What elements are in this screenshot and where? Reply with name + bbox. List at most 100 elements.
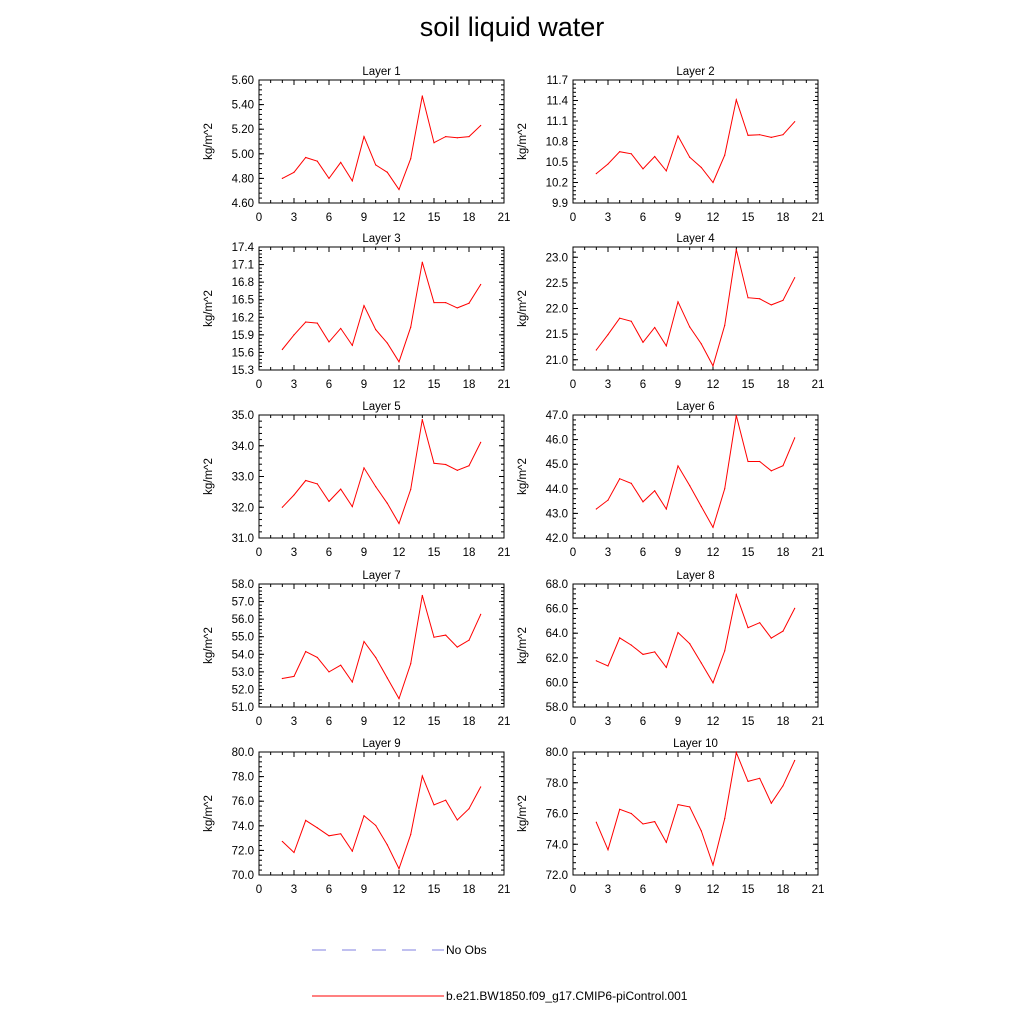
data-point (700, 505, 702, 508)
x-tick-label: 21 (498, 884, 511, 896)
data-point (456, 469, 458, 471)
y-tick-label: 11.1 (546, 116, 568, 128)
x-tick-label: 3 (291, 884, 297, 896)
data-point (677, 135, 679, 137)
x-tick-label: 21 (812, 212, 825, 224)
data-point (677, 803, 679, 806)
data-point (654, 155, 656, 158)
y-tick-label: 58.0 (546, 702, 568, 714)
x-tick-label: 21 (812, 547, 825, 559)
data-point (293, 494, 295, 496)
data-point (782, 630, 784, 632)
data-point (386, 342, 388, 344)
data-point (305, 479, 307, 482)
data-point (340, 488, 342, 490)
data-point (398, 522, 400, 525)
y-tick-label: 80.0 (232, 747, 254, 759)
data-point (770, 802, 772, 804)
y-tick-label: 4.80 (232, 173, 254, 185)
y-axis-label: kg/m^2 (517, 458, 529, 495)
y-tick-label: 15.6 (232, 347, 254, 359)
data-point (654, 490, 656, 492)
data-point (421, 419, 423, 421)
x-tick-label: 9 (361, 547, 367, 559)
legend-model-line (312, 995, 444, 997)
y-tick-label: 62.0 (546, 653, 568, 665)
panel-title: Layer 1 (362, 66, 400, 78)
data-point (735, 414, 737, 417)
panel-4: Layer 4 kg/m^2 0 3 6 9 12 15 18 21 21.0 21.5 22.0 22.… (517, 233, 824, 391)
data-point (363, 815, 365, 817)
x-tick-label: 18 (777, 716, 790, 728)
y-tick-label: 35.0 (232, 410, 254, 422)
data-point (456, 646, 458, 648)
data-point (456, 137, 458, 139)
x-tick-label: 0 (256, 212, 262, 224)
data-point (480, 124, 482, 127)
data-point (724, 154, 726, 156)
data-point (700, 662, 702, 664)
data-point (351, 681, 353, 683)
series-line (281, 774, 482, 871)
panel-10: Layer 10 kg/m^2 0 3 6 9 12 15 18 21 72.0 74.0 76.0 78… (517, 738, 824, 896)
panel-title: Layer 8 (676, 570, 714, 582)
data-point (794, 277, 796, 279)
y-axis-label: kg/m^2 (203, 795, 215, 832)
x-tick-label: 6 (326, 884, 332, 896)
x-tick-label: 9 (361, 379, 367, 391)
data-point (305, 819, 307, 821)
x-tick-label: 21 (498, 212, 511, 224)
y-tick-label: 16.5 (232, 295, 254, 307)
y-axis-label: kg/m^2 (517, 290, 529, 327)
data-point (654, 651, 656, 653)
data-point (445, 634, 447, 636)
x-tick-label: 15 (742, 716, 755, 728)
plot-frame (258, 246, 505, 371)
x-tick-label: 18 (777, 547, 790, 559)
data-point (724, 650, 726, 652)
data-point (724, 324, 726, 327)
data-point (351, 344, 353, 346)
data-point (281, 677, 283, 680)
y-tick-label: 57.0 (232, 597, 254, 609)
data-point (630, 644, 632, 646)
data-point (386, 171, 388, 173)
data-point (386, 677, 388, 679)
x-tick-label: 12 (393, 212, 406, 224)
x-tick-label: 15 (742, 379, 755, 391)
data-point (328, 500, 330, 503)
data-point (433, 636, 435, 638)
legend-obs-label: No Obs (446, 943, 487, 957)
data-point (724, 817, 726, 820)
data-point (468, 639, 470, 641)
x-tick-label: 9 (675, 884, 681, 896)
x-tick-label: 3 (291, 379, 297, 391)
data-point (363, 467, 365, 469)
x-tick-label: 15 (742, 547, 755, 559)
y-tick-label: 58.0 (232, 579, 254, 591)
y-tick-label: 70.0 (232, 870, 254, 882)
data-point (654, 326, 656, 329)
y-tick-label: 10.5 (546, 157, 568, 169)
data-point (677, 301, 679, 303)
data-point (281, 177, 283, 179)
x-tick-label: 6 (640, 884, 646, 896)
data-point (782, 134, 784, 136)
plot-frame (572, 246, 819, 371)
data-point (480, 613, 482, 615)
plot-frame (258, 583, 505, 708)
data-point (363, 135, 365, 138)
x-tick-label: 3 (605, 547, 611, 559)
data-point (316, 827, 318, 829)
data-point (386, 844, 388, 846)
y-tick-label: 15.9 (232, 330, 254, 342)
data-point (665, 666, 667, 668)
data-point (747, 780, 749, 782)
data-point (293, 675, 295, 678)
data-point (630, 812, 632, 815)
data-point (410, 833, 412, 836)
data-point (794, 759, 796, 762)
data-point (700, 166, 702, 169)
y-axis-label: kg/m^2 (517, 795, 529, 832)
